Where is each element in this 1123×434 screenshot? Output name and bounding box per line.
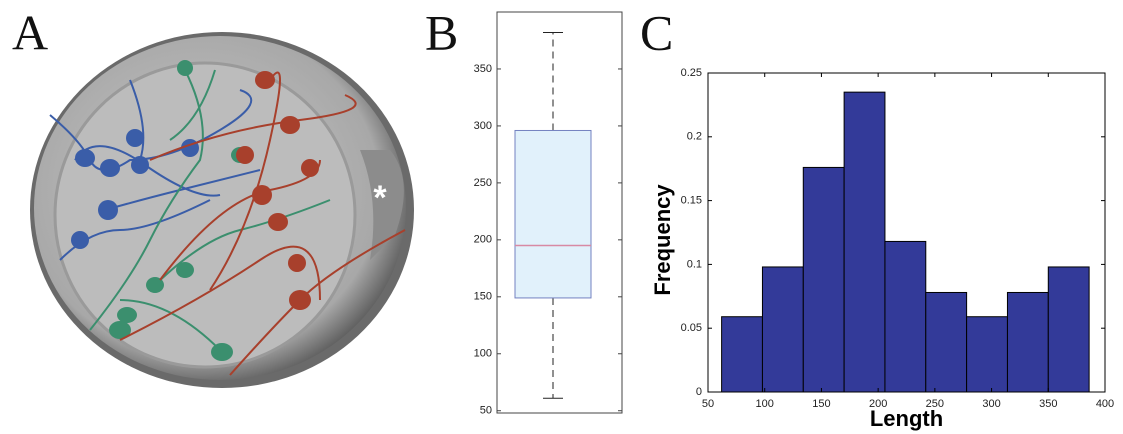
y-tick-label: 150 [474, 291, 492, 303]
bar [1006, 291, 1049, 393]
axes-frame [496, 11, 623, 414]
y-tick-label: 200 [474, 234, 492, 246]
bar [925, 291, 968, 393]
axes-frame [707, 72, 1106, 393]
x-axis-label: Length [870, 406, 943, 431]
panel-label: A [12, 4, 48, 60]
x-tick-label: 350 [1039, 398, 1057, 410]
bar [966, 316, 1008, 393]
y-tick-label: 0.2 [687, 131, 702, 143]
y-tick-label: 0.05 [681, 322, 702, 334]
y-tick-label: 0.15 [681, 195, 702, 207]
bar [761, 266, 804, 393]
annotation: * [373, 179, 387, 217]
panel-label: C [640, 4, 673, 60]
y-axis-label: Frequency [650, 184, 675, 296]
x-tick-label: 300 [982, 398, 1000, 410]
y-tick-label: 100 [474, 348, 492, 360]
bar [721, 316, 763, 393]
x-tick-label: 400 [1096, 398, 1114, 410]
y-tick-label: 350 [474, 63, 492, 75]
y-tick-label: 0.25 [681, 67, 702, 79]
panel-label: B [425, 4, 458, 60]
embryo-image [30, 32, 414, 388]
x-tick-label: 150 [812, 398, 830, 410]
bar [884, 240, 927, 393]
bar [1047, 266, 1090, 393]
bar [802, 166, 845, 393]
x-tick-label: 100 [756, 398, 774, 410]
y-tick-label: 300 [474, 120, 492, 132]
box [514, 129, 592, 299]
bar [843, 91, 886, 393]
x-tick-label: 200 [869, 398, 887, 410]
y-tick-label: 0 [696, 386, 702, 398]
y-tick-label: 50 [480, 405, 492, 417]
x-tick-label: 250 [926, 398, 944, 410]
x-tick-label: 50 [702, 398, 714, 410]
y-tick-label: 0.1 [687, 258, 702, 270]
y-tick-label: 250 [474, 177, 492, 189]
